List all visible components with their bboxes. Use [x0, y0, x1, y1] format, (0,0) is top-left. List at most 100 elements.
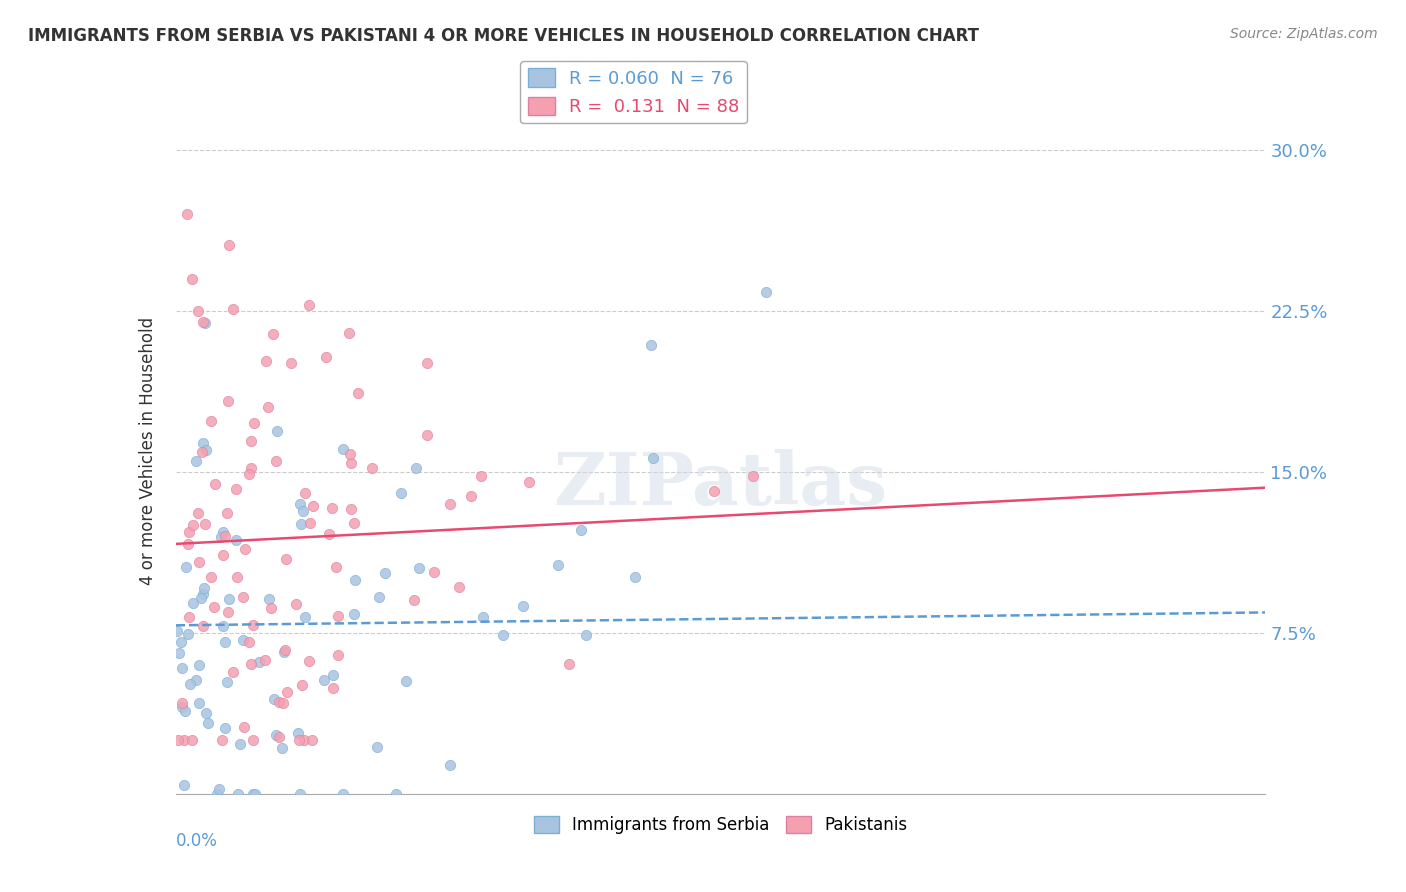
Point	[187, 507, 209, 521]
Point	[326, 609, 349, 624]
Point	[294, 610, 316, 624]
Point	[301, 499, 323, 513]
Point	[243, 787, 266, 801]
Point	[342, 607, 364, 621]
Point	[742, 468, 765, 483]
Point	[177, 525, 200, 540]
Point	[298, 298, 321, 312]
Point	[257, 592, 280, 607]
Point	[264, 728, 287, 742]
Point	[274, 552, 297, 566]
Point	[517, 475, 540, 489]
Point	[200, 569, 222, 583]
Point	[703, 484, 725, 499]
Point	[212, 548, 235, 562]
Point	[512, 599, 534, 613]
Y-axis label: 4 or more Vehicles in Household: 4 or more Vehicles in Household	[139, 317, 157, 584]
Point	[218, 237, 240, 252]
Point	[389, 485, 412, 500]
Point	[214, 529, 236, 543]
Point	[294, 485, 316, 500]
Point	[173, 733, 195, 747]
Point	[339, 447, 361, 461]
Point	[225, 483, 247, 497]
Point	[186, 454, 208, 468]
Point	[271, 740, 294, 755]
Point	[239, 460, 262, 475]
Point	[204, 477, 226, 491]
Point	[340, 501, 363, 516]
Point	[298, 654, 321, 668]
Point	[191, 315, 214, 329]
Point	[242, 733, 264, 747]
Point	[395, 674, 418, 689]
Point	[269, 731, 291, 745]
Point	[299, 516, 322, 530]
Point	[209, 530, 232, 544]
Point	[344, 573, 367, 587]
Point	[181, 733, 204, 747]
Point	[449, 580, 471, 594]
Point	[276, 684, 298, 698]
Point	[254, 354, 277, 368]
Point	[325, 560, 347, 574]
Point	[238, 634, 260, 648]
Point	[267, 695, 290, 709]
Point	[301, 733, 323, 747]
Point	[176, 560, 198, 574]
Point	[194, 517, 217, 532]
Point	[214, 721, 236, 735]
Point	[262, 327, 284, 342]
Point	[193, 618, 215, 632]
Point	[624, 570, 647, 584]
Point	[211, 525, 233, 540]
Point	[558, 657, 581, 671]
Point	[343, 516, 366, 530]
Point	[242, 617, 264, 632]
Point	[340, 456, 363, 470]
Point	[218, 591, 240, 606]
Point	[194, 706, 217, 720]
Point	[385, 787, 408, 801]
Point	[176, 207, 198, 221]
Point	[186, 673, 208, 687]
Point	[242, 787, 264, 801]
Point	[172, 700, 194, 714]
Point	[190, 591, 212, 606]
Point	[166, 624, 188, 638]
Point	[179, 677, 201, 691]
Point	[274, 642, 297, 657]
Point	[193, 435, 215, 450]
Point	[273, 645, 295, 659]
Point	[202, 600, 225, 615]
Point	[460, 489, 482, 503]
Point	[361, 461, 384, 475]
Point	[439, 497, 461, 511]
Point	[290, 517, 312, 532]
Point	[287, 733, 309, 747]
Point	[271, 696, 294, 710]
Point	[366, 740, 388, 755]
Point	[405, 461, 427, 475]
Point	[260, 601, 283, 615]
Point	[640, 338, 662, 352]
Point	[547, 558, 569, 573]
Point	[471, 610, 494, 624]
Point	[232, 633, 254, 648]
Point	[264, 453, 287, 467]
Point	[217, 393, 239, 408]
Point	[266, 424, 288, 438]
Point	[332, 787, 354, 801]
Point	[222, 665, 245, 679]
Point	[404, 593, 426, 607]
Point	[217, 605, 239, 619]
Point	[240, 434, 263, 449]
Point	[222, 301, 245, 316]
Point	[187, 696, 209, 710]
Point	[416, 428, 439, 442]
Point	[292, 733, 315, 747]
Point	[374, 566, 396, 580]
Point	[240, 657, 263, 672]
Point	[287, 726, 309, 740]
Point	[167, 733, 190, 747]
